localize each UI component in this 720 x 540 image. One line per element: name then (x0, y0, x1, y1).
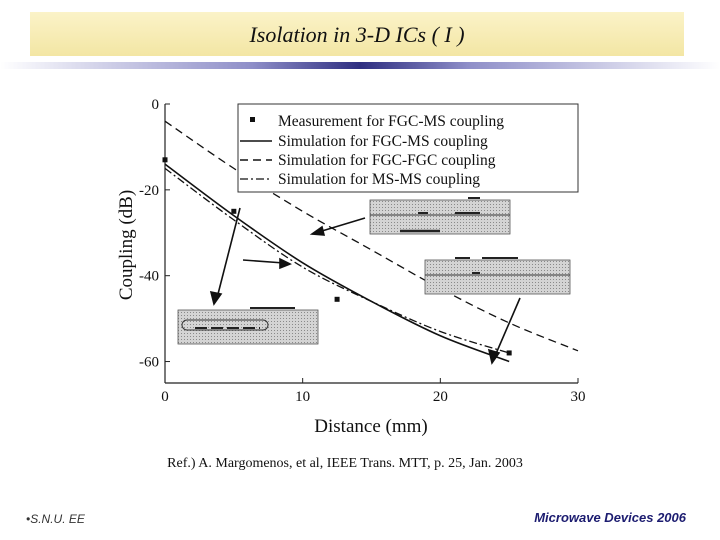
legend-label-fgc-fgc: Simulation for FGC-FGC coupling (278, 152, 496, 169)
footer-affiliation: •S.N.U. EE (26, 512, 85, 526)
x-tick-label: 30 (571, 389, 586, 405)
y-tick-label: -40 (139, 269, 159, 285)
y-tick-label: -60 (139, 355, 159, 371)
y-tick-label: 0 (152, 97, 160, 113)
legend-label-fgc-ms: Simulation for FGC-MS coupling (278, 133, 488, 150)
y-axis-label: Coupling (dB) (116, 190, 137, 300)
legend: Measurement for FGC-MS coupling Simulati… (237, 103, 579, 193)
series-line-dashdot (164, 167, 510, 354)
inset-fgc-fgc (369, 197, 511, 235)
arrows (209, 207, 521, 365)
legend-box (237, 103, 579, 193)
measurement-point (231, 208, 237, 214)
title-rule (0, 62, 720, 69)
x-axis-label: Distance (mm) (314, 416, 427, 437)
coupling-chart-svg: 0 10 20 30 0 -20 -40 -60 (116, 97, 586, 437)
slide-title: Isolation in 3-D ICs ( I ) (249, 22, 465, 47)
legend-label-ms-ms: Simulation for MS-MS coupling (278, 171, 480, 188)
measurement-point (506, 350, 512, 356)
coupling-chart: 0 10 20 30 0 -20 -40 -60 (100, 90, 600, 440)
title-bar: Isolation in 3-D ICs ( I ) (30, 12, 684, 56)
y-tick-label: -20 (139, 183, 159, 199)
x-tick-label: 0 (161, 389, 169, 405)
inset-fgc-ms (177, 307, 319, 345)
legend-label-measurement: Measurement for FGC-MS coupling (278, 113, 504, 130)
measurement-point (334, 296, 340, 302)
footer-course: Microwave Devices 2006 (534, 510, 686, 525)
x-tick-label: 20 (433, 389, 448, 405)
inset-ms-ms (424, 257, 571, 295)
measurement-point (162, 157, 168, 163)
series-line-solid (164, 163, 510, 363)
series-line-dashed (164, 120, 579, 352)
x-tick-label: 10 (295, 389, 310, 405)
reference-citation: Ref.) A. Margomenos, et al, IEEE Trans. … (167, 456, 523, 471)
legend-marker-measurement (250, 117, 255, 122)
